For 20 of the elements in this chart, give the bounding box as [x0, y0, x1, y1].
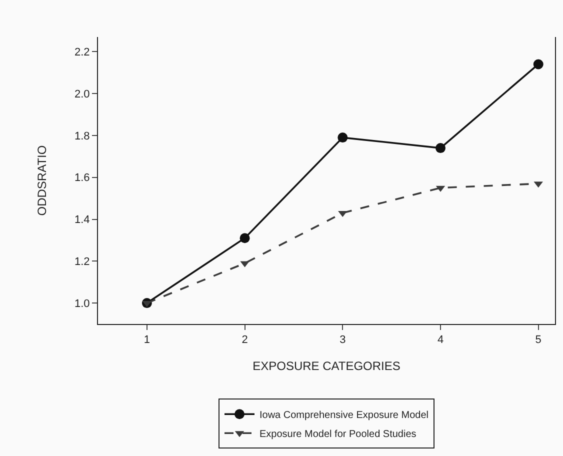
x-tick-label: 3 [340, 334, 346, 346]
x-tick-label: 5 [535, 334, 542, 346]
y-axis-title: ODDSRATIO [34, 145, 49, 216]
y-tick-label: 1.8 [74, 130, 90, 142]
legend-label: Iowa Comprehensive Exposure Model [260, 410, 428, 422]
point [436, 143, 446, 154]
x-tick-label: 1 [144, 334, 150, 346]
y-tick-label: 1.6 [74, 172, 90, 184]
y-tick-label: 1.4 [74, 214, 90, 226]
x-tick-label: 4 [437, 334, 444, 346]
y-tick-label: 1.2 [74, 256, 90, 268]
x-tick-label: 2 [242, 334, 248, 346]
y-tick-label: 1.0 [74, 298, 90, 310]
y-tick-label: 2.2 [74, 46, 90, 59]
y-tick-label: 2.0 [74, 88, 90, 100]
point [240, 233, 250, 244]
legend-label: Exposure Model for Pooled Studies [260, 429, 416, 440]
point [338, 132, 348, 143]
x-axis-title: EXPOSURE CATEGORIES [252, 359, 400, 373]
point [533, 59, 544, 70]
